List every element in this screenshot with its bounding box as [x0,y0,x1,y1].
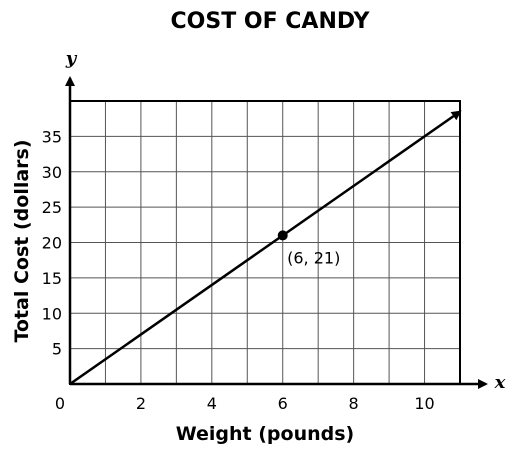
y-tick-label: 15 [42,269,62,288]
grid [70,101,460,384]
y-tick-label: 5 [52,340,62,359]
series [69,110,462,386]
series-line [69,110,462,386]
x-tick-label: 0 [55,394,65,413]
y-axis-title: Total Cost (dollars) [11,139,33,342]
x-axis-variable: x [494,372,506,393]
y-tick-label: 35 [42,127,62,146]
chart-title: COST OF CANDY [171,9,371,34]
y-tick-label: 30 [42,163,62,182]
data-points: (6, 21) [277,230,340,267]
y-tick-label: 20 [42,234,62,253]
y-tick-label: 10 [42,304,62,323]
x-tick-label: 10 [414,394,434,413]
x-axis-title: Weight (pounds) [176,423,355,445]
x-tick-label: 2 [136,394,146,413]
data-point-label: (6, 21) [287,248,340,267]
axes [65,76,488,389]
y-tick-label: 25 [42,198,62,217]
x-tick-label: 6 [278,394,288,413]
y-axis-variable: y [65,48,78,69]
x-tick-label: 8 [349,394,359,413]
tick-labels: 0 2 4 6 8 10 5 10 15 20 25 30 35 [42,127,435,413]
x-tick-label: 4 [207,394,217,413]
data-point [277,230,288,241]
